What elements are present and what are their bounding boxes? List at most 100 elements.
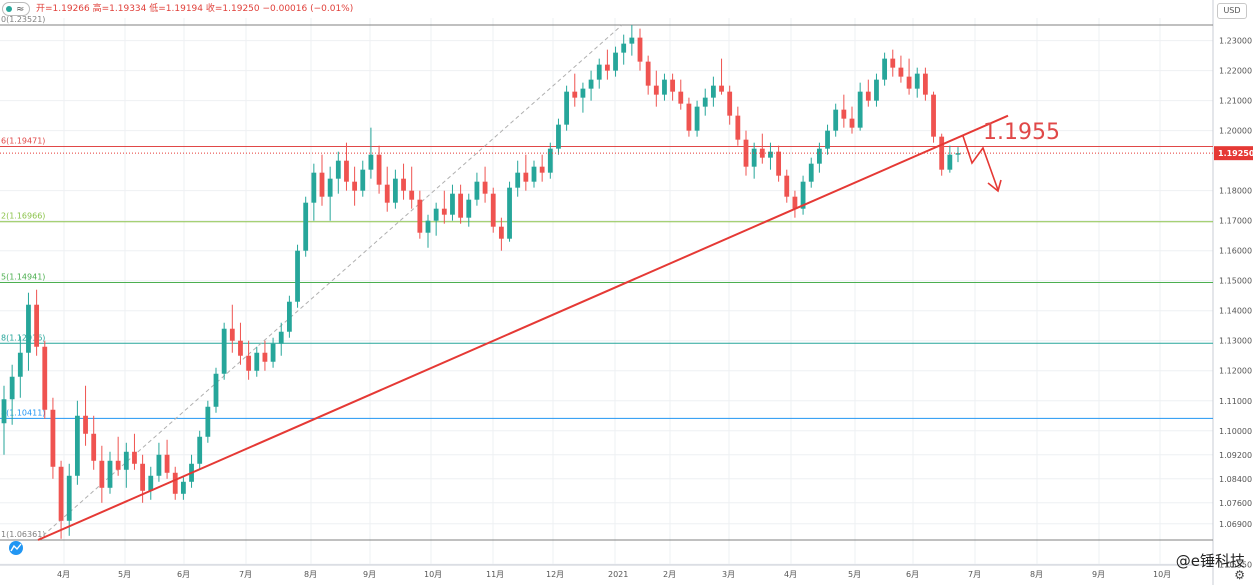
candle-body bbox=[26, 304, 31, 353]
visibility-toggle[interactable]: ≈ bbox=[2, 1, 30, 16]
candle-body bbox=[107, 460, 113, 488]
candle-body bbox=[286, 301, 292, 332]
candle-body bbox=[278, 331, 284, 344]
candle-body bbox=[99, 460, 105, 488]
candle-body bbox=[539, 166, 545, 173]
price-tick-label: 1.23000 bbox=[1219, 37, 1252, 46]
candle-body bbox=[955, 153, 961, 155]
candle-body bbox=[702, 97, 708, 107]
candle-body bbox=[83, 415, 88, 434]
fib-level-label: 0(1.23521) bbox=[1, 15, 45, 24]
fib-level-label: 8(1.10411) bbox=[1, 408, 45, 417]
watermark: @e锤科技 bbox=[1175, 552, 1245, 570]
candle-body bbox=[221, 328, 227, 374]
currency-button[interactable]: USD bbox=[1217, 3, 1247, 19]
candle-body bbox=[132, 451, 137, 464]
candle-body bbox=[572, 91, 578, 98]
candle-body bbox=[295, 250, 300, 302]
price-tick-label: 1.15000 bbox=[1219, 277, 1252, 286]
candle-body bbox=[727, 91, 733, 116]
candle-body bbox=[547, 148, 553, 173]
candle-body bbox=[931, 94, 936, 137]
time-tick-label: 10月 bbox=[1153, 570, 1171, 579]
price-tick-label: 1.13000 bbox=[1219, 337, 1252, 346]
price-tick-label: 1.11000 bbox=[1219, 397, 1252, 406]
gear-icon[interactable]: ⚙ bbox=[1234, 568, 1245, 582]
candle-body bbox=[66, 475, 72, 521]
candle-body bbox=[450, 193, 455, 215]
candle-body bbox=[719, 85, 724, 92]
time-tick-label: 8月 bbox=[304, 570, 317, 579]
candle-body bbox=[327, 178, 333, 197]
candle-body bbox=[344, 160, 349, 182]
candle-body bbox=[115, 460, 121, 470]
candle-body bbox=[882, 58, 888, 80]
candle-body bbox=[270, 343, 276, 362]
candle-body bbox=[743, 139, 749, 167]
time-tick-label: 5月 bbox=[118, 570, 131, 579]
candle-body bbox=[906, 76, 912, 89]
candle-body bbox=[384, 184, 390, 203]
candle-body bbox=[180, 481, 186, 494]
candle-body bbox=[825, 130, 830, 149]
candle-body bbox=[197, 436, 203, 464]
candle-body bbox=[857, 91, 863, 128]
price-tick-label: 1.06900 bbox=[1219, 520, 1252, 529]
candle-body bbox=[515, 172, 521, 188]
candle-body bbox=[890, 58, 896, 68]
candle-body bbox=[678, 91, 684, 104]
candle-body bbox=[205, 406, 211, 437]
ohlc-bar: ≈ 开=1.19266 高=1.19334 低=1.19194 收=1.19250… bbox=[0, 0, 356, 18]
candle-body bbox=[637, 37, 643, 62]
fib-level-label: 2(1.16966) bbox=[1, 212, 45, 221]
candle-body bbox=[621, 43, 627, 53]
candle-body bbox=[816, 148, 822, 164]
candle-body bbox=[360, 169, 366, 191]
price-tick-label: 1.17000 bbox=[1219, 217, 1252, 226]
candle-body bbox=[376, 154, 382, 185]
time-tick-label: 2021 bbox=[608, 570, 628, 579]
candle-body bbox=[670, 79, 676, 92]
candle-body bbox=[335, 160, 341, 179]
price-tick-label: 1.08400 bbox=[1219, 475, 1252, 484]
candle-body bbox=[735, 115, 741, 140]
candle-body bbox=[751, 148, 757, 167]
candle-body bbox=[564, 91, 570, 125]
candle-body bbox=[662, 79, 667, 95]
candle-body bbox=[319, 172, 325, 197]
candle-body bbox=[874, 79, 879, 101]
candle-body bbox=[34, 304, 40, 347]
candle-body bbox=[254, 352, 260, 371]
wave-icon: ≈ bbox=[16, 3, 25, 15]
candle-body bbox=[140, 463, 146, 491]
candle-body bbox=[792, 196, 798, 209]
candle-body bbox=[556, 124, 561, 149]
candle-body bbox=[262, 352, 268, 362]
candle-body bbox=[686, 103, 692, 131]
candle-body bbox=[156, 454, 162, 476]
arrow-head-icon bbox=[987, 179, 1002, 193]
fib-level-label: 5(1.14941) bbox=[1, 272, 45, 281]
price-tick-label: 1.20000 bbox=[1219, 127, 1252, 136]
time-tick-label: 12月 bbox=[546, 570, 564, 579]
candle-body bbox=[604, 64, 610, 71]
fib-level-label: 8(1.12916) bbox=[1, 333, 45, 342]
candle-body bbox=[808, 163, 814, 182]
candle-body bbox=[148, 475, 154, 491]
candle-body bbox=[914, 73, 920, 89]
candle-body bbox=[229, 328, 235, 341]
candle-body bbox=[9, 376, 15, 400]
price-tick-label: 1.10000 bbox=[1219, 427, 1252, 436]
price-tick-label: 1.22000 bbox=[1219, 67, 1252, 76]
time-tick-label: 6月 bbox=[177, 570, 190, 579]
candle-body bbox=[580, 88, 586, 98]
price-annotation: 1.1955 bbox=[983, 120, 1060, 145]
candle-body bbox=[490, 193, 496, 227]
ohlc-values: 开=1.19266 高=1.19334 低=1.19194 收=1.19250 … bbox=[36, 4, 354, 14]
green-dot-icon bbox=[6, 5, 12, 12]
candle-body bbox=[466, 199, 472, 218]
candle-body bbox=[596, 64, 602, 80]
last-price-value: 1.19250 bbox=[1218, 149, 1255, 158]
last-price-tag bbox=[1214, 146, 1253, 161]
